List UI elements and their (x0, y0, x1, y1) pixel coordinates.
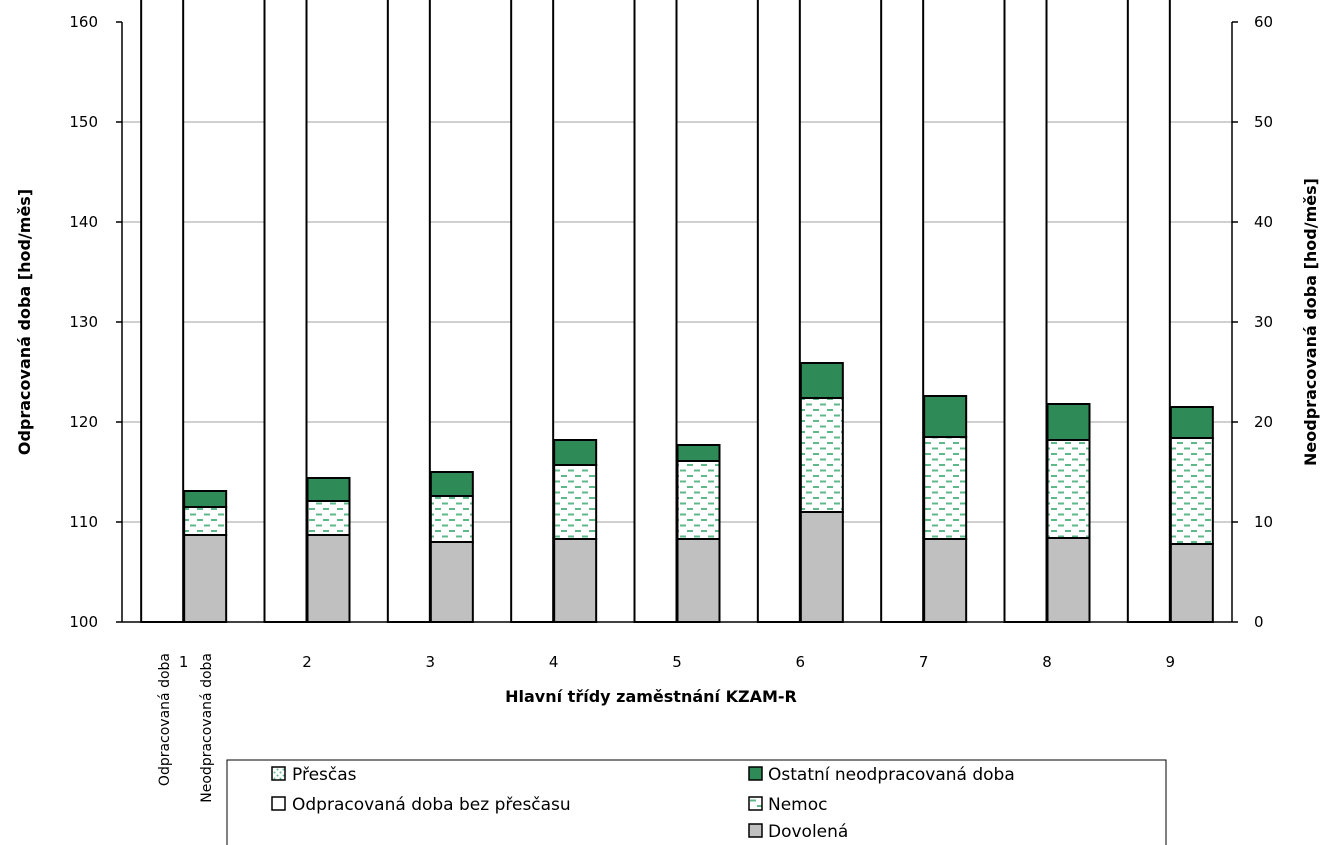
bar-nemoc (1169, 437, 1214, 545)
y-left-tick-label: 150 (69, 113, 98, 131)
bar-dovolena (1169, 543, 1214, 623)
y-left-tick-label: 100 (69, 613, 98, 631)
legend-swatch-vacation (748, 823, 763, 838)
y-left-tick-label: 110 (69, 513, 98, 531)
bar-odpracovana-doba-bez-prescasu (263, 0, 308, 623)
legend-label-sick: Nemoc (768, 795, 827, 815)
bar-odpracovana-doba-bez-prescasu (880, 0, 925, 623)
bar-ostatni-neodpracovana-doba (676, 444, 721, 462)
bar-nemoc (1046, 439, 1091, 539)
legend-swatch-overtime (271, 766, 286, 781)
x-tick-label: 2 (302, 653, 312, 671)
legend-frame (226, 759, 1167, 845)
bar-nemoc (553, 464, 598, 540)
legend-swatch-worked (271, 796, 286, 811)
bar-nemoc (183, 506, 228, 536)
bars (140, 0, 1214, 623)
x-tick-label: 7 (919, 653, 929, 671)
bar-ostatni-neodpracovana-doba (553, 439, 598, 466)
y-axis-right-title: Neodpracovaná doba [hod/měs] (1301, 178, 1320, 466)
legend-label-overtime: Přesčas (292, 765, 357, 785)
bar-dovolena (429, 541, 474, 623)
y-right-tick-label: 20 (1254, 413, 1273, 431)
legend-label-vacation: Dovolená (768, 822, 848, 842)
bar-nemoc (923, 436, 968, 540)
bar-ostatni-neodpracovana-doba (799, 362, 844, 399)
y-right-tick-label: 10 (1254, 513, 1273, 531)
y-right-tick-label: 50 (1254, 113, 1273, 131)
bar-odpracovana-doba-bez-prescasu (1126, 0, 1171, 623)
bar-nemoc (306, 500, 351, 536)
bar-odpracovana-doba-bez-prescasu (386, 0, 431, 623)
bar-ostatni-neodpracovana-doba (429, 471, 474, 497)
y-right-tick-label: 0 (1254, 613, 1264, 631)
bar-odpracovana-doba-bez-prescasu (510, 0, 555, 623)
x-tick-label: 4 (549, 653, 559, 671)
bar-group-label-unworked: Neodpracovaná doba (199, 653, 215, 803)
y-right-tick-label: 40 (1254, 213, 1273, 231)
x-tick-label: 1 (179, 653, 189, 671)
y-left-tick-label: 130 (69, 313, 98, 331)
bar-group-label-worked: Odpracovaná doba (157, 653, 173, 786)
bar-nemoc (429, 495, 474, 543)
bar-ostatni-neodpracovana-doba (1169, 406, 1214, 439)
y-left-tick-label: 160 (69, 13, 98, 31)
bar-odpracovana-doba-bez-prescasu (1003, 0, 1048, 623)
x-tick-label: 6 (796, 653, 806, 671)
bar-ostatni-neodpracovana-doba (183, 490, 228, 508)
bar-dovolena (306, 534, 351, 623)
x-tick-label: 3 (426, 653, 436, 671)
bar-dovolena (676, 538, 721, 623)
legend-label-other: Ostatní neodpracovaná doba (768, 765, 1015, 785)
y-axis-left-title: Odpracovaná doba [hod/měs] (15, 189, 34, 455)
bar-ostatni-neodpracovana-doba (1046, 403, 1091, 441)
y-left-tick-label: 120 (69, 413, 98, 431)
tick-labels: 100 110 120 130 140 150 160 0 10 20 30 40 50 60 1 2 3 4 5 6… (69, 13, 1273, 671)
bar-nemoc (676, 460, 721, 540)
bar-dovolena (183, 534, 228, 623)
x-tick-label: 8 (1042, 653, 1052, 671)
legend: Přesčas Ostatní neodpracovaná doba Odpra… (226, 759, 1167, 845)
bar-ostatni-neodpracovana-doba (923, 395, 968, 438)
legend-label-worked: Odpracovaná doba bez přesčasu (292, 795, 571, 815)
bar-dovolena (799, 511, 844, 623)
legend-swatch-sick (748, 796, 763, 811)
y-right-tick-label: 30 (1254, 313, 1273, 331)
x-axis-title: Hlavní třídy zaměstnání KZAM-R (505, 687, 797, 706)
bar-odpracovana-doba-bez-prescasu (756, 0, 801, 623)
y-right-tick-label: 60 (1254, 13, 1273, 31)
bar-dovolena (1046, 537, 1091, 623)
bar-dovolena (923, 538, 968, 623)
bar-ostatni-neodpracovana-doba (306, 477, 351, 502)
x-tick-label: 5 (672, 653, 682, 671)
x-tick-label: 9 (1166, 653, 1176, 671)
bar-nemoc (799, 397, 844, 513)
y-left-tick-label: 140 (69, 213, 98, 231)
bar-odpracovana-doba-bez-prescasu (633, 0, 678, 623)
bar-odpracovana-doba-bez-prescasu (140, 0, 185, 623)
bar-dovolena (553, 538, 598, 623)
legend-swatch-other (748, 766, 763, 781)
